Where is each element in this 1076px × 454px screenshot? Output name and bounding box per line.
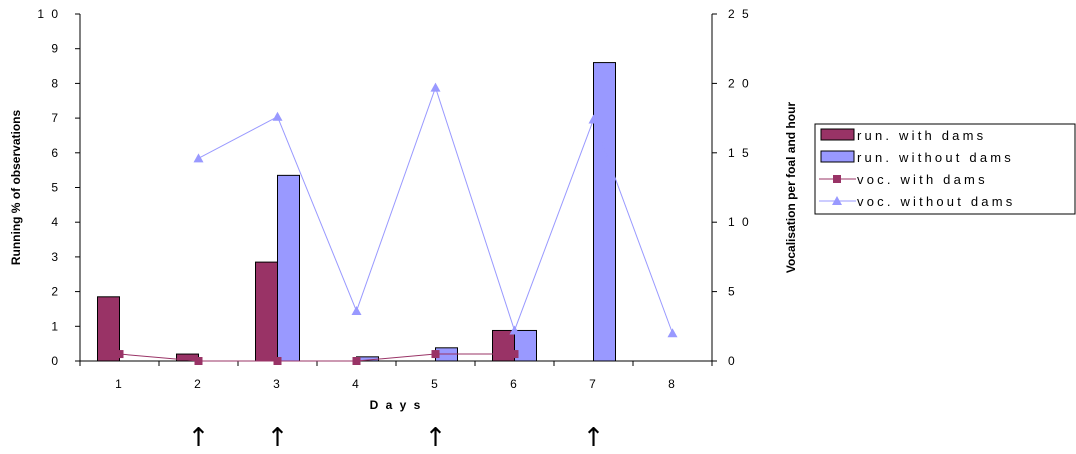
x-tick-label: 5 xyxy=(431,377,440,391)
marker-voc-without-dams xyxy=(272,111,283,121)
arrow-annotation: ↑ xyxy=(267,423,289,453)
x-axis-title: D a y s xyxy=(370,398,423,412)
y2-axis-title: Vocalisation per foal and hour xyxy=(784,102,798,273)
bar-run-without-dams xyxy=(277,174,300,362)
legend: run. with dams run. without dams voc. with… xyxy=(814,123,1076,215)
legend-marker-voc-with-dams xyxy=(833,175,841,183)
marker-voc-with-dams xyxy=(431,350,440,359)
y-tick-label: 7 xyxy=(51,111,60,125)
bar-run-without-dams xyxy=(514,329,537,362)
legend-label-voc-without-dams: voc. without dams xyxy=(857,194,1015,209)
bar-run-without-dams xyxy=(593,62,616,362)
y2-tick-label: 2 5 xyxy=(728,7,751,21)
marker-voc-without-dams xyxy=(193,153,204,163)
marker-voc-with-dams xyxy=(510,350,519,359)
legend-label-run-without-dams: run. without dams xyxy=(857,150,1014,165)
legend-swatch-run-with-dams xyxy=(820,128,855,141)
marker-voc-with-dams xyxy=(273,357,282,365)
bar-run-with-dams xyxy=(255,261,278,362)
marker-voc-without-dams xyxy=(351,306,362,316)
y-tick-label: 8 xyxy=(51,76,60,90)
marker-voc-without-dams xyxy=(667,328,678,338)
marker-voc-without-dams xyxy=(509,325,520,335)
marker-voc-with-dams xyxy=(352,357,361,365)
legend-label-voc-with-dams: voc. with dams xyxy=(857,172,988,187)
x-tick-label: 2 xyxy=(194,377,203,391)
plot-area: 0 1 2 3 4 5 6 7 8 9 1 0 0 5 1 0 1 5 2 0 2 5 1 2 3 4 5 6 7 8 D a y… xyxy=(9,7,798,453)
arrow-annotation: ↑ xyxy=(188,423,210,453)
x-tick-label: 6 xyxy=(510,377,519,391)
y-tick-label: 0 xyxy=(51,354,60,368)
y2-tick-label: 1 5 xyxy=(728,146,751,160)
line-voc-with-dams xyxy=(119,353,515,362)
x-tick-label: 7 xyxy=(589,377,598,391)
legend-marker-voc-without-dams xyxy=(832,196,842,205)
x-tick-label: 4 xyxy=(352,377,361,391)
legend-box xyxy=(814,123,1076,215)
arrow-annotation: ↑ xyxy=(583,423,605,453)
y-tick-label: 1 xyxy=(51,319,60,333)
y2-tick-label: 1 0 xyxy=(728,215,751,229)
y-tick-label: 5 xyxy=(51,181,60,195)
y-tick-label: 1 0 xyxy=(37,7,60,21)
y-tick-label: 6 xyxy=(51,146,60,160)
legend-swatch-run-without-dams xyxy=(820,150,855,163)
y-axis-title: Running % of observations xyxy=(9,110,23,266)
x-tick-label: 8 xyxy=(668,377,677,391)
marker-voc-with-dams xyxy=(115,350,124,359)
y2-tick-label: 5 xyxy=(728,285,737,299)
legend-label-run-with-dams: run. with dams xyxy=(857,128,986,143)
y2-tick-label: 2 0 xyxy=(728,76,751,90)
y-tick-label: 4 xyxy=(51,215,60,229)
y2-tick-label: 0 xyxy=(728,354,737,368)
bar-run-with-dams xyxy=(97,296,120,362)
marker-voc-without-dams xyxy=(588,114,599,124)
y-tick-label: 9 xyxy=(51,42,60,56)
x-tick-label: 3 xyxy=(273,377,282,391)
x-tick-label: 1 xyxy=(115,377,124,391)
y-tick-label: 3 xyxy=(51,250,60,264)
marker-voc-without-dams xyxy=(430,82,441,92)
arrow-annotation: ↑ xyxy=(425,423,447,453)
y-tick-label: 2 xyxy=(51,285,60,299)
marker-voc-with-dams xyxy=(194,357,203,365)
